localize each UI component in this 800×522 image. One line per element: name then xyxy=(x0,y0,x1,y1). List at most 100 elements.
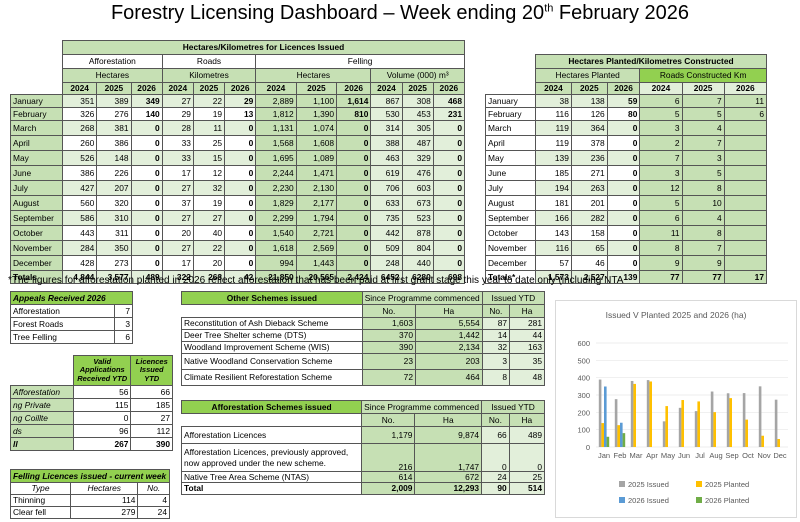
bar-2025-issued xyxy=(598,379,602,447)
appeals-table: Appeals Received 2026 Afforestation 7 For… xyxy=(10,291,134,344)
cell-value: 619 xyxy=(370,165,403,181)
cell-value: 350 xyxy=(96,240,132,256)
cell-value: 17 xyxy=(161,255,194,271)
cell-value: 2,130 xyxy=(295,180,338,196)
cell-value: 1,100 xyxy=(295,94,338,108)
scheme-name: Climate Resilient Reforestation Scheme xyxy=(181,369,363,386)
x-tick-label: May xyxy=(661,451,675,460)
bar-2026-issued xyxy=(604,386,607,447)
cell-value: 77 xyxy=(681,270,725,284)
cell-value: 2,527 xyxy=(570,270,608,284)
col-no: No. xyxy=(361,304,417,318)
cell-value: 0 xyxy=(336,195,372,211)
bar-2026-issued xyxy=(620,422,623,447)
x-tick-label: Jul xyxy=(695,451,705,460)
table-row: November 116 65 0 8 7 xyxy=(485,240,768,256)
cell-value xyxy=(723,225,768,241)
cell-value: 6280 xyxy=(401,270,434,284)
bar-2025-planted xyxy=(761,435,764,447)
year-header: 2025 xyxy=(570,82,608,95)
month-label: June xyxy=(10,165,63,181)
table-row: August 181 201 0 5 10 xyxy=(485,195,768,211)
bar-2025-issued xyxy=(774,399,778,447)
scheme-name: Woodland Improvement Scheme (WIS) xyxy=(181,341,363,354)
scheme-name: Deer Tree Shelter scheme (DTS) xyxy=(181,329,363,342)
cell-value: 468 xyxy=(432,94,466,108)
table-row: July 427 207 0 27 32 0 2,230 2,130 0 706 603 0 xyxy=(10,180,466,196)
cell-value: 139 xyxy=(606,270,641,284)
col-ha: Ha xyxy=(509,304,545,318)
cell-value: 1,471 xyxy=(295,165,338,181)
table-row: January 38 138 59 6 7 11 xyxy=(485,94,768,108)
cell-value: 12 xyxy=(639,180,683,196)
legend-label: 2025 Planted xyxy=(705,480,749,489)
scheme-row: Afforestation Licences, previously appro… xyxy=(180,443,546,472)
issued-value: 112 xyxy=(130,424,173,438)
cell-value: 5 xyxy=(639,107,683,121)
cell-value: 0 xyxy=(336,120,372,136)
scheme-value: 1,747 xyxy=(414,443,483,472)
bar-2025-planted xyxy=(633,383,636,447)
year-header: 2024 xyxy=(255,82,297,95)
y-tick-label: 400 xyxy=(577,374,590,383)
cell-value: 0 xyxy=(224,120,257,136)
unit-label: Hectares xyxy=(62,68,163,83)
cell-value: 1,829 xyxy=(255,195,297,211)
cell-value: 443 xyxy=(61,225,98,241)
cell-value: 487 xyxy=(401,135,434,151)
cell-value: 0 xyxy=(432,135,466,151)
cell-value: 320 xyxy=(96,195,132,211)
cell-value: 27 xyxy=(161,180,194,196)
cell-value: 0 xyxy=(606,255,641,271)
cell-value: 0 xyxy=(336,210,372,226)
year-header: 2025 xyxy=(96,82,132,95)
valid-row-label: ng Private xyxy=(10,398,74,412)
cell-value: 2,424 xyxy=(336,270,372,284)
cell-value: 0 xyxy=(130,165,163,181)
bar-2025-planted xyxy=(713,412,716,447)
cell-value: 282 xyxy=(570,210,608,226)
cell-value: 994 xyxy=(255,255,297,271)
cell-value: 0 xyxy=(336,165,372,181)
cell-value: 0 xyxy=(224,225,257,241)
valid-value: 115 xyxy=(72,398,132,412)
bar-2025-issued xyxy=(758,386,762,447)
cell-value: 0 xyxy=(224,150,257,166)
felling-week-table: Felling Licences issued - current week T… xyxy=(10,469,170,519)
felling-ha: 279 xyxy=(69,506,139,519)
col-ha: Ha xyxy=(415,304,483,318)
cell-value: 0 xyxy=(606,240,641,256)
cell-value: 2,889 xyxy=(255,94,297,108)
cell-value: 329 xyxy=(401,150,434,166)
scheme-row: Reconstitution of Ash Dieback Scheme 1,60… xyxy=(181,317,545,330)
group-roads: Roads xyxy=(161,54,257,69)
cell-value: 10 xyxy=(681,195,725,211)
cell-value: 603 xyxy=(401,180,434,196)
cell-value: 1,089 xyxy=(295,150,338,166)
appeals-label: Afforestation xyxy=(10,304,115,318)
cell-value: 271 xyxy=(570,165,608,181)
valid-header: Valid Applications Received YTD xyxy=(72,355,132,386)
cell-value: 77 xyxy=(639,270,683,284)
cell-value: 185 xyxy=(535,165,572,181)
cell-value: 28 xyxy=(161,120,194,136)
month-label: July xyxy=(10,180,63,196)
bar-2025-issued xyxy=(726,393,730,447)
scheme-name: Reconstitution of Ash Dieback Scheme xyxy=(181,317,363,330)
cell-value: 0 xyxy=(224,210,257,226)
year-header: 2026 xyxy=(336,82,372,95)
legend-swatch xyxy=(619,481,625,487)
table-row: September 166 282 0 6 4 xyxy=(485,210,768,226)
total-value: 12,293 xyxy=(414,482,483,495)
cell-value: 17 xyxy=(723,270,768,284)
table-row: January 351 389 349 27 22 29 2,889 1,100 1,614 867… xyxy=(10,94,466,108)
cell-value: 19 xyxy=(192,107,226,121)
month-label: January xyxy=(10,94,63,108)
cell-value: 3 xyxy=(639,165,683,181)
x-tick-label: Mar xyxy=(630,451,643,460)
cell-value: 735 xyxy=(370,210,403,226)
year-header: 2026 xyxy=(130,82,163,95)
table-row: October 143 158 0 11 8 xyxy=(485,225,768,241)
valid-value: 96 xyxy=(72,424,132,438)
cell-value: 148 xyxy=(96,150,132,166)
